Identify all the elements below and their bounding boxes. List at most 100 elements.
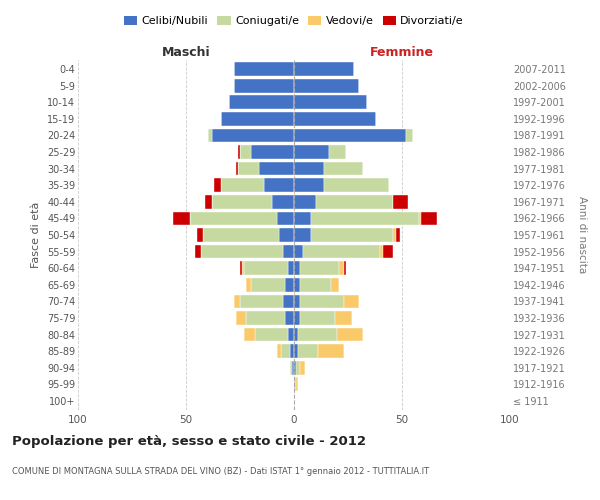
Bar xyxy=(251,278,286,291)
Bar xyxy=(279,228,294,242)
Bar xyxy=(294,344,298,358)
Bar xyxy=(316,195,394,208)
Bar xyxy=(301,278,331,291)
Bar xyxy=(238,162,259,175)
Bar xyxy=(233,79,294,92)
Bar xyxy=(294,245,302,258)
Bar xyxy=(277,344,281,358)
Bar xyxy=(294,228,311,242)
Bar xyxy=(190,212,277,225)
Bar xyxy=(324,178,389,192)
Bar xyxy=(406,128,413,142)
Bar xyxy=(331,278,340,291)
Bar xyxy=(294,278,301,291)
Text: COMUNE DI MONTAGNA SULLA STRADA DEL VINO (BZ) - Dati ISTAT 1° gennaio 2012 - TUT: COMUNE DI MONTAGNA SULLA STRADA DEL VINO… xyxy=(12,468,429,476)
Bar xyxy=(294,262,301,275)
Bar xyxy=(421,212,437,225)
Bar xyxy=(294,112,376,126)
Bar xyxy=(236,311,247,324)
Bar xyxy=(194,245,201,258)
Bar xyxy=(296,378,298,391)
Bar xyxy=(298,328,337,342)
Bar xyxy=(383,245,394,258)
Bar xyxy=(221,178,264,192)
Bar xyxy=(283,294,294,308)
Bar xyxy=(419,212,421,225)
Bar xyxy=(394,228,395,242)
Y-axis label: Anni di nascita: Anni di nascita xyxy=(577,196,587,274)
Bar xyxy=(247,278,251,291)
Bar xyxy=(294,178,324,192)
Bar xyxy=(233,62,294,76)
Bar xyxy=(344,294,359,308)
Bar xyxy=(335,311,352,324)
Bar xyxy=(294,361,296,374)
Bar xyxy=(238,146,240,159)
Bar xyxy=(286,278,294,291)
Bar xyxy=(272,195,294,208)
Bar xyxy=(201,245,283,258)
Bar xyxy=(294,212,311,225)
Text: Maschi: Maschi xyxy=(161,46,211,59)
Bar xyxy=(286,311,294,324)
Bar xyxy=(301,262,340,275)
Bar xyxy=(212,128,294,142)
Bar xyxy=(337,328,363,342)
Legend: Celibi/Nubili, Coniugati/e, Vedovi/e, Divorziati/e: Celibi/Nubili, Coniugati/e, Vedovi/e, Di… xyxy=(119,12,469,30)
Bar xyxy=(240,294,283,308)
Bar xyxy=(255,328,287,342)
Bar xyxy=(294,195,316,208)
Bar xyxy=(380,245,383,258)
Bar xyxy=(311,228,394,242)
Bar xyxy=(203,228,279,242)
Bar xyxy=(233,294,240,308)
Bar xyxy=(259,162,294,175)
Bar xyxy=(264,178,294,192)
Bar xyxy=(301,361,305,374)
Bar xyxy=(344,262,346,275)
Bar xyxy=(247,311,286,324)
Bar xyxy=(301,294,344,308)
Bar xyxy=(251,146,294,159)
Bar xyxy=(294,62,355,76)
Bar xyxy=(294,328,298,342)
Bar xyxy=(240,262,242,275)
Bar xyxy=(301,311,335,324)
Bar xyxy=(298,344,318,358)
Bar xyxy=(242,262,244,275)
Bar xyxy=(294,311,301,324)
Bar xyxy=(311,212,419,225)
Bar xyxy=(395,228,400,242)
Bar xyxy=(212,195,272,208)
Bar xyxy=(240,146,251,159)
Bar xyxy=(296,361,301,374)
Bar xyxy=(290,344,294,358)
Bar xyxy=(329,146,346,159)
Bar xyxy=(324,162,363,175)
Y-axis label: Fasce di età: Fasce di età xyxy=(31,202,41,268)
Bar xyxy=(214,178,221,192)
Bar xyxy=(277,212,294,225)
Bar xyxy=(244,262,287,275)
Bar xyxy=(173,212,190,225)
Bar xyxy=(281,344,290,358)
Bar xyxy=(205,195,212,208)
Bar xyxy=(236,162,238,175)
Bar xyxy=(229,96,294,109)
Bar xyxy=(287,262,294,275)
Bar xyxy=(294,294,301,308)
Bar xyxy=(287,328,294,342)
Bar xyxy=(292,361,294,374)
Text: Popolazione per età, sesso e stato civile - 2012: Popolazione per età, sesso e stato civil… xyxy=(12,435,366,448)
Bar xyxy=(302,245,380,258)
Bar xyxy=(290,361,292,374)
Bar xyxy=(221,112,294,126)
Bar xyxy=(340,262,344,275)
Bar xyxy=(294,128,406,142)
Bar xyxy=(283,245,294,258)
Text: Femmine: Femmine xyxy=(370,46,434,59)
Bar xyxy=(294,162,324,175)
Bar xyxy=(394,195,409,208)
Bar xyxy=(244,328,255,342)
Bar xyxy=(208,128,212,142)
